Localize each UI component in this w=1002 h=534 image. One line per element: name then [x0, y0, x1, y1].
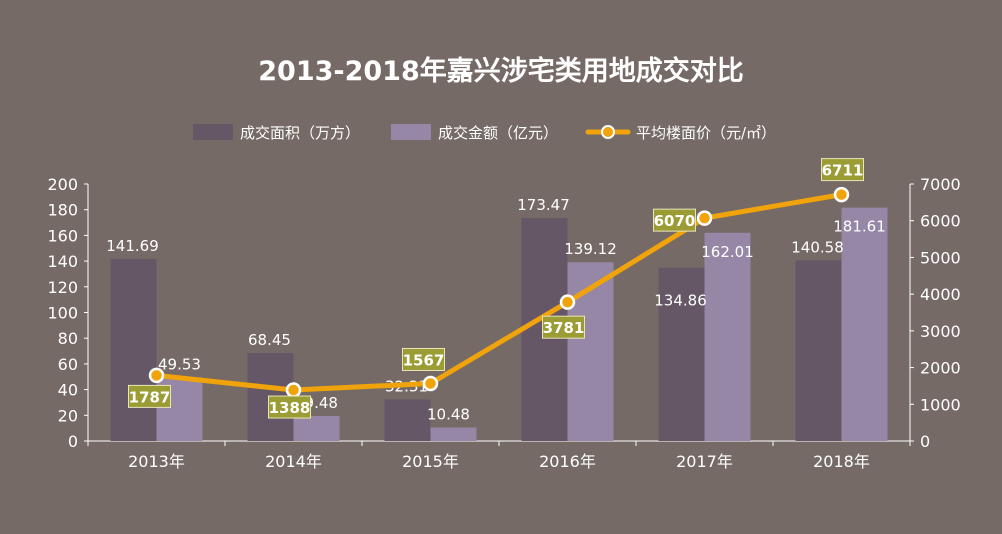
- x-tick-label: 2013年: [128, 452, 185, 471]
- price-marker: [148, 367, 165, 384]
- y-right-tick-label: 2000: [920, 359, 961, 378]
- price-marker: [696, 210, 713, 226]
- price-marker: [422, 375, 439, 392]
- chart-title: 2013-2018年嘉兴涉宅类用地成交对比: [258, 55, 744, 87]
- price-value-label: 6070: [654, 212, 696, 230]
- y-right-tick-label: 7000: [920, 175, 961, 194]
- y-left-tick-label: 180: [47, 201, 78, 220]
- price-marker: [559, 294, 576, 310]
- y-right-tick-label: 6000: [920, 212, 961, 231]
- x-tick-label: 2015年: [402, 452, 459, 471]
- bar-amount: [567, 262, 614, 441]
- y-right-tick-label: 3000: [920, 322, 961, 341]
- x-tick-label: 2018年: [813, 452, 870, 471]
- y-left-tick-label: 80: [58, 329, 78, 348]
- bar-area: [384, 399, 431, 441]
- y-right-tick-label: 4000: [920, 285, 961, 304]
- y-right-tick-label: 0: [920, 432, 930, 451]
- price-value-label: 1567: [403, 351, 445, 369]
- bar-area-value-label: 68.45: [248, 331, 291, 349]
- bar-amount: [430, 427, 477, 441]
- price-line: [154, 192, 844, 393]
- bar-amount: [293, 415, 340, 441]
- price-label-box: [128, 384, 171, 408]
- y-left-tick-label: 0: [68, 432, 78, 451]
- price-line-layer: 1787 1388 1567 3781 6070 6711: [128, 158, 864, 419]
- y-left-tick-label: 60: [58, 355, 78, 374]
- y-left-tick-label: 140: [47, 252, 78, 271]
- legend: 成交面积（万方） 成交金额（亿元） 平均楼面价（元/㎡）: [193, 124, 776, 142]
- x-tick-label: 2017年: [676, 452, 733, 471]
- bar-area: [110, 258, 157, 441]
- price-value-label: 1388: [269, 399, 311, 417]
- legend-label-area: 成交面积（万方）: [240, 124, 360, 142]
- legend-marker-price: [601, 125, 615, 139]
- bar-amount-value-label: 139.12: [564, 240, 617, 258]
- bar-area-value-label: 173.47: [517, 196, 570, 214]
- price-value-label: 3781: [543, 319, 585, 337]
- bar-amount-value-label: 162.01: [701, 243, 754, 261]
- price-label-box: [542, 315, 585, 339]
- bar-amount-value-label: 49.53: [158, 355, 201, 373]
- bar-area: [795, 260, 842, 441]
- price-label-box: [268, 395, 311, 419]
- legend-label-amount: 成交金额（亿元）: [438, 124, 558, 142]
- price-marker: [285, 382, 302, 398]
- bar-area-value-label: 140.58: [791, 238, 844, 256]
- price-label-box: [402, 347, 445, 371]
- y-left-tick-label: 200: [47, 175, 78, 194]
- legend-swatch-area: [193, 124, 233, 140]
- price-value-label: 1787: [129, 388, 171, 406]
- bar-area: [658, 267, 705, 441]
- price-marker: [833, 186, 850, 203]
- price-label-box: [653, 208, 696, 232]
- legend-swatch-amount: [391, 124, 431, 140]
- bar-labels: 141.6949.5368.4519.4832.3110.48173.47139…: [106, 196, 886, 423]
- legend-label-price: 平均楼面价（元/㎡）: [636, 124, 776, 142]
- y-right-tick-label: 5000: [920, 248, 961, 267]
- bars: [110, 207, 888, 441]
- y-left-tick-label: 20: [58, 406, 78, 425]
- y-left-tick-label: 40: [58, 381, 78, 400]
- bar-amount-value-label: 181.61: [833, 218, 886, 236]
- y-right-tick-label: 1000: [920, 395, 961, 414]
- bar-amount-value-label: 10.48: [427, 406, 470, 424]
- bar-area-value-label: 141.69: [106, 237, 159, 255]
- price-label-box: [821, 158, 864, 182]
- y-left-tick-label: 160: [47, 226, 78, 245]
- x-tick-label: 2014年: [265, 452, 322, 471]
- axes: 0204060801001201401601802000100020003000…: [47, 175, 960, 471]
- x-tick-label: 2016年: [539, 452, 596, 471]
- bar-amount: [841, 207, 888, 441]
- price-value-label: 6711: [822, 162, 864, 180]
- bar-amount: [704, 232, 751, 441]
- bar-area-value-label: 134.86: [654, 292, 707, 310]
- y-left-tick-label: 120: [47, 278, 78, 297]
- y-left-tick-label: 100: [47, 304, 78, 323]
